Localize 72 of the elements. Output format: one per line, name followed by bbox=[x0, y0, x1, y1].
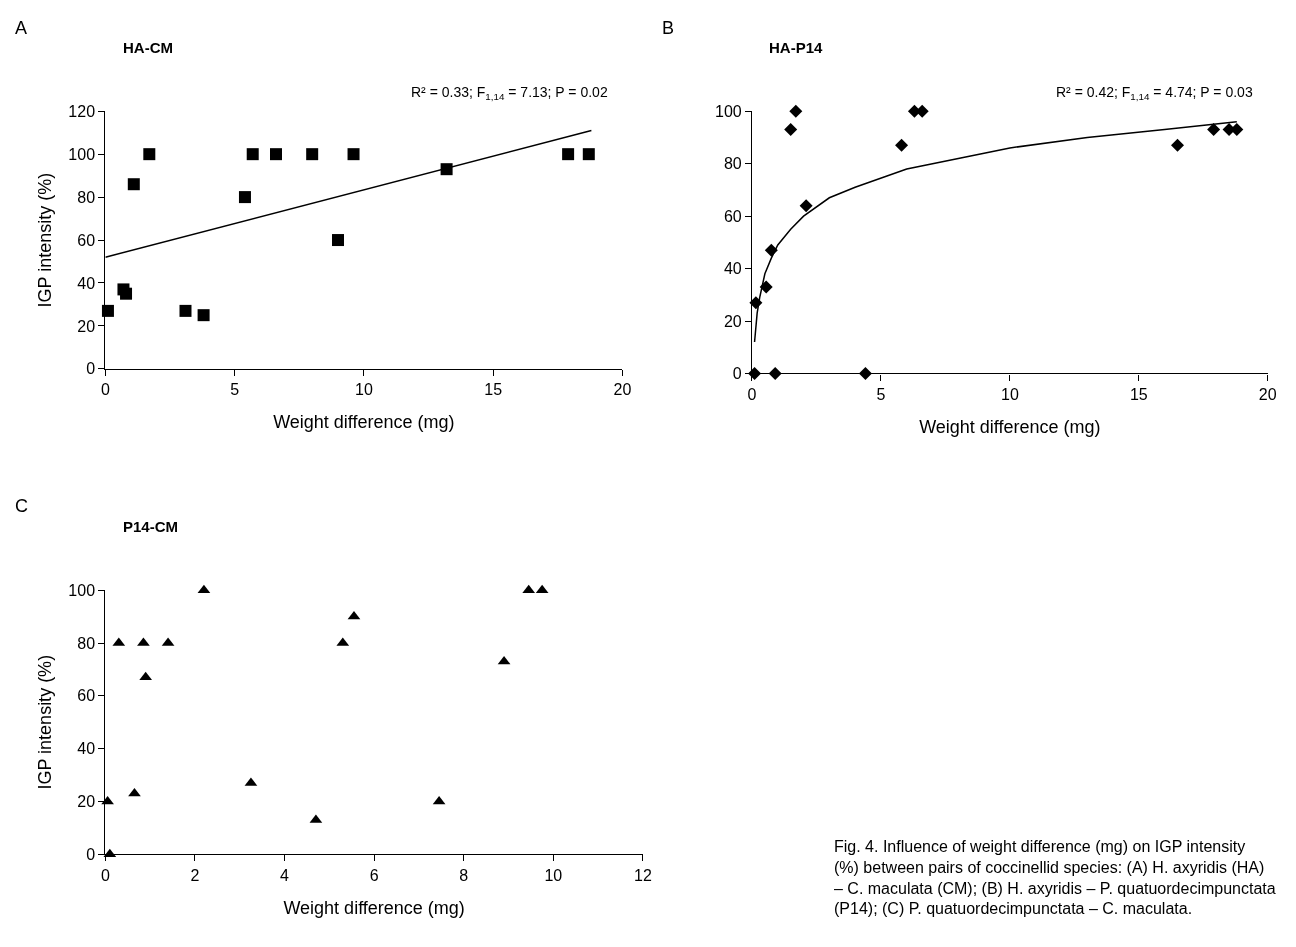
y-tick-label: 40 bbox=[77, 274, 96, 292]
x-tick-label: 4 bbox=[280, 866, 290, 884]
x-tick-label: 15 bbox=[1129, 385, 1148, 403]
point bbox=[789, 104, 803, 118]
y-tick-label: 80 bbox=[77, 188, 96, 206]
y-tick-label: 80 bbox=[723, 155, 742, 173]
y-axis-title: IGP intensity (%) bbox=[34, 654, 55, 790]
x-axis-title: Weight difference (mg) bbox=[273, 412, 455, 433]
x-tick-label: 2 bbox=[190, 866, 200, 884]
point bbox=[306, 148, 319, 161]
x-axis-title: Weight difference (mg) bbox=[283, 897, 465, 918]
point bbox=[238, 191, 251, 204]
point bbox=[497, 655, 511, 665]
point bbox=[1171, 138, 1184, 152]
y-tick-label: 20 bbox=[723, 312, 742, 330]
y-tick-label: 60 bbox=[77, 687, 96, 705]
y-tick-label: 0 bbox=[732, 365, 742, 383]
y-tick-label: 100 bbox=[68, 581, 96, 599]
y-tick-label: 60 bbox=[723, 207, 742, 225]
point bbox=[120, 287, 133, 300]
y-tick-label: 0 bbox=[86, 360, 96, 378]
x-tick-label: 10 bbox=[544, 866, 563, 884]
y-tick-label: 100 bbox=[714, 102, 742, 120]
point bbox=[799, 199, 813, 213]
text: R² = 0.33; F$_{1,14}$ = 7.13; P = 0.02 bbox=[411, 84, 608, 102]
caption: Fig. 4. Influence of weight difference (mg) on IGP intensity (%) between pairs of coccinellid species: (A) H. axyridis (HA) – C. maculata (CM); (B) H. axyridis – P. quatuordecimpunctata (P14); (C) P. quatuordecimpunctata – C. maculata. bbox=[834, 838, 1276, 918]
y-tick-label: 100 bbox=[68, 145, 96, 163]
x-tick-label: 20 bbox=[1258, 385, 1277, 403]
x-tick-label: 20 bbox=[613, 381, 632, 399]
x-tick-label: 8 bbox=[459, 866, 469, 884]
y-tick-label: 120 bbox=[68, 102, 96, 120]
point bbox=[332, 234, 345, 247]
point bbox=[562, 148, 575, 161]
y-tick-label: 20 bbox=[77, 793, 96, 811]
text: C bbox=[15, 496, 28, 516]
point bbox=[432, 795, 446, 805]
text: A bbox=[15, 18, 28, 38]
point bbox=[895, 138, 909, 152]
y-tick-label: 20 bbox=[77, 317, 96, 335]
x-tick-label: 15 bbox=[484, 381, 503, 399]
point bbox=[582, 148, 595, 161]
x-axis-title: Weight difference (mg) bbox=[919, 416, 1101, 437]
point bbox=[784, 123, 798, 137]
chart-title: HA-CM bbox=[123, 39, 173, 56]
x-tick-label: 0 bbox=[100, 381, 110, 399]
x-tick-label: 10 bbox=[1000, 385, 1019, 403]
text: R² = 0.42; F$_{1,14}$ = 4.74; P = 0.03 bbox=[1056, 84, 1253, 102]
point bbox=[127, 178, 140, 191]
y-tick-label: 40 bbox=[77, 740, 96, 758]
point bbox=[139, 671, 153, 681]
x-tick-label: 5 bbox=[230, 381, 240, 399]
point bbox=[246, 148, 259, 161]
text: B bbox=[662, 18, 675, 38]
y-tick-label: 0 bbox=[86, 845, 96, 863]
x-tick-label: 5 bbox=[876, 385, 886, 403]
point bbox=[269, 148, 282, 161]
point bbox=[197, 309, 210, 322]
x-tick-label: 10 bbox=[354, 381, 373, 399]
x-tick-label: 0 bbox=[747, 385, 757, 403]
y-tick-label: 40 bbox=[723, 260, 742, 278]
point bbox=[347, 148, 360, 161]
x-tick-label: 0 bbox=[100, 866, 110, 884]
point bbox=[179, 304, 192, 317]
chart-title: HA-P14 bbox=[769, 39, 824, 56]
y-tick-label: 80 bbox=[77, 634, 96, 652]
x-tick-label: 6 bbox=[369, 866, 379, 884]
x-tick-label: 12 bbox=[634, 866, 652, 884]
chart-title: P14-CM bbox=[123, 518, 179, 535]
y-axis-title: IGP intensity (%) bbox=[34, 172, 55, 308]
point bbox=[143, 148, 156, 161]
y-tick-label: 60 bbox=[77, 231, 96, 249]
point bbox=[1207, 123, 1221, 137]
